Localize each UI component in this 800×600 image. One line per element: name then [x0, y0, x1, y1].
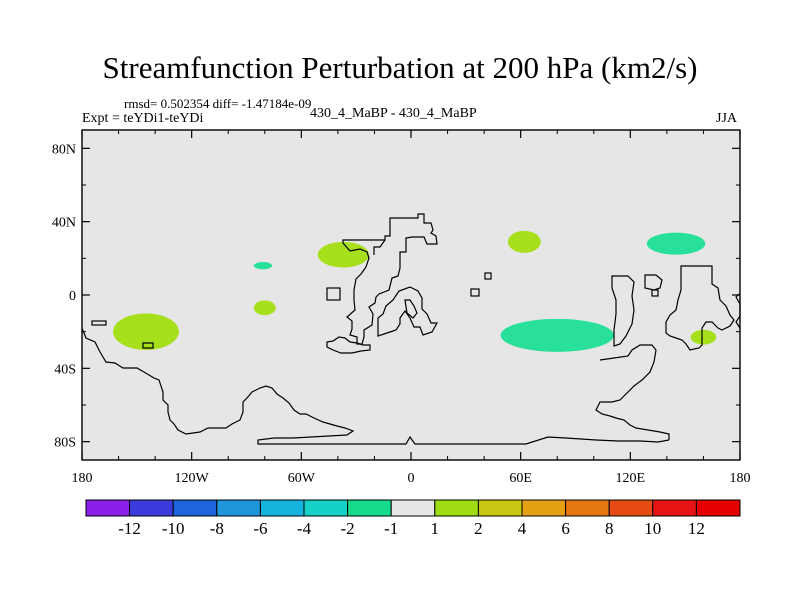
colorbar-swatch-8	[434, 499, 479, 517]
colorbar-swatch-2	[172, 499, 218, 517]
coastline-spiral	[377, 286, 439, 337]
season-label: JJA	[716, 111, 738, 126]
x-tick-label-5: 120E	[616, 471, 646, 486]
coastline-africa	[342, 213, 438, 345]
colorbar-swatch-4	[259, 499, 305, 517]
anomaly-region-8	[690, 329, 717, 345]
colorbar-swatch-12	[608, 499, 654, 517]
coastline-east-4	[611, 275, 635, 347]
colorbar-swatch-13	[652, 499, 697, 517]
y-tick-label-2: 0	[69, 289, 76, 304]
x-tick-label-6: 180	[730, 471, 751, 486]
colorbar-swatch-14	[695, 499, 741, 517]
coastline-east-2	[665, 265, 735, 351]
map-background	[82, 130, 740, 460]
colorbar-swatch-5	[303, 499, 349, 517]
colorbar-label-8: 2	[474, 519, 483, 538]
y-tick-label-0: 80N	[52, 142, 76, 157]
colorbar-label-6: -1	[384, 519, 398, 538]
rmsd-label: rmsd= 0.502354 diff= -1.47184e-09	[124, 96, 312, 111]
colorbar-label-0: -12	[118, 519, 141, 538]
coastline-sw	[326, 336, 371, 354]
colorbar-swatch-9	[477, 499, 523, 517]
y-tick-label-4: 80S	[54, 436, 76, 451]
island-3	[484, 272, 492, 280]
anomaly-region-3	[253, 262, 273, 270]
x-tick-label-4: 60E	[509, 471, 532, 486]
colorbar-label-2: -8	[210, 519, 224, 538]
anomaly-region-2	[507, 230, 541, 253]
colorbar-label-5: -2	[341, 519, 355, 538]
axis-ticks: 180 120W 60W 0 60E 120E 180 80N 40N 0 40S 80S	[52, 130, 751, 486]
coastline-spiral-inner	[404, 299, 418, 319]
coastlines	[81, 213, 741, 445]
colorbar-label-3: -6	[253, 519, 267, 538]
colorbar-label-11: 8	[605, 519, 614, 538]
colorbar: -12 -10 -8 -6 -4 -2 -1 1 2 4 6 8 10 12	[85, 499, 741, 538]
x-tick-label-0: 180	[72, 471, 93, 486]
colorbar-swatch-0	[85, 499, 131, 517]
experiment-label: Expt = teYDi1-teYDi	[82, 111, 204, 126]
anomaly-region-1	[317, 241, 369, 268]
colorbar-label-7: 1	[431, 519, 440, 538]
chart-title: Streamfunction Perturbation at 200 hPa (…	[102, 50, 698, 85]
island-2	[470, 288, 480, 297]
colorbar-label-4: -4	[297, 519, 312, 538]
colorbar-swatch-6	[347, 499, 392, 517]
colorbar-swatch-7	[390, 499, 436, 517]
island-1	[326, 287, 341, 301]
colorbar-label-9: 4	[518, 519, 527, 538]
coastline-east-3	[644, 274, 663, 291]
colorbar-swatch-10	[521, 499, 567, 517]
anomaly-region-6	[646, 232, 706, 255]
anomaly-region-5	[113, 313, 179, 350]
y-tick-label-3: 40S	[54, 362, 76, 377]
case-label: 430_4_MaBP - 430_4_MaBP	[310, 106, 477, 121]
coastline-southeast	[595, 344, 670, 440]
coastline-atlantic-ridge	[373, 239, 386, 255]
island-4	[142, 342, 154, 349]
colorbar-label-13: 12	[688, 519, 705, 538]
anomaly-region-7	[500, 318, 614, 352]
colorbar-swatch-1	[129, 499, 174, 517]
colorbar-swatch-11	[565, 499, 610, 517]
colorbar-label-12: 10	[644, 519, 661, 538]
x-tick-label-3: 0	[408, 471, 415, 486]
x-tick-label-1: 120W	[175, 471, 210, 486]
coastline-west	[81, 327, 670, 445]
x-tick-label-2: 60W	[288, 471, 316, 486]
colorbar-label-1: -10	[162, 519, 185, 538]
anomaly-region-4	[253, 300, 276, 316]
island-5	[91, 320, 107, 326]
plot-area	[82, 130, 740, 460]
colorbar-label-10: 6	[561, 519, 570, 538]
colorbar-swatch-3	[216, 499, 261, 517]
y-tick-label-1: 40N	[52, 216, 76, 231]
